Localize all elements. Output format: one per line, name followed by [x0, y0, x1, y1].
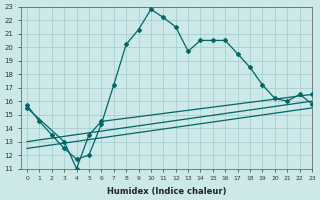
X-axis label: Humidex (Indice chaleur): Humidex (Indice chaleur): [107, 187, 226, 196]
